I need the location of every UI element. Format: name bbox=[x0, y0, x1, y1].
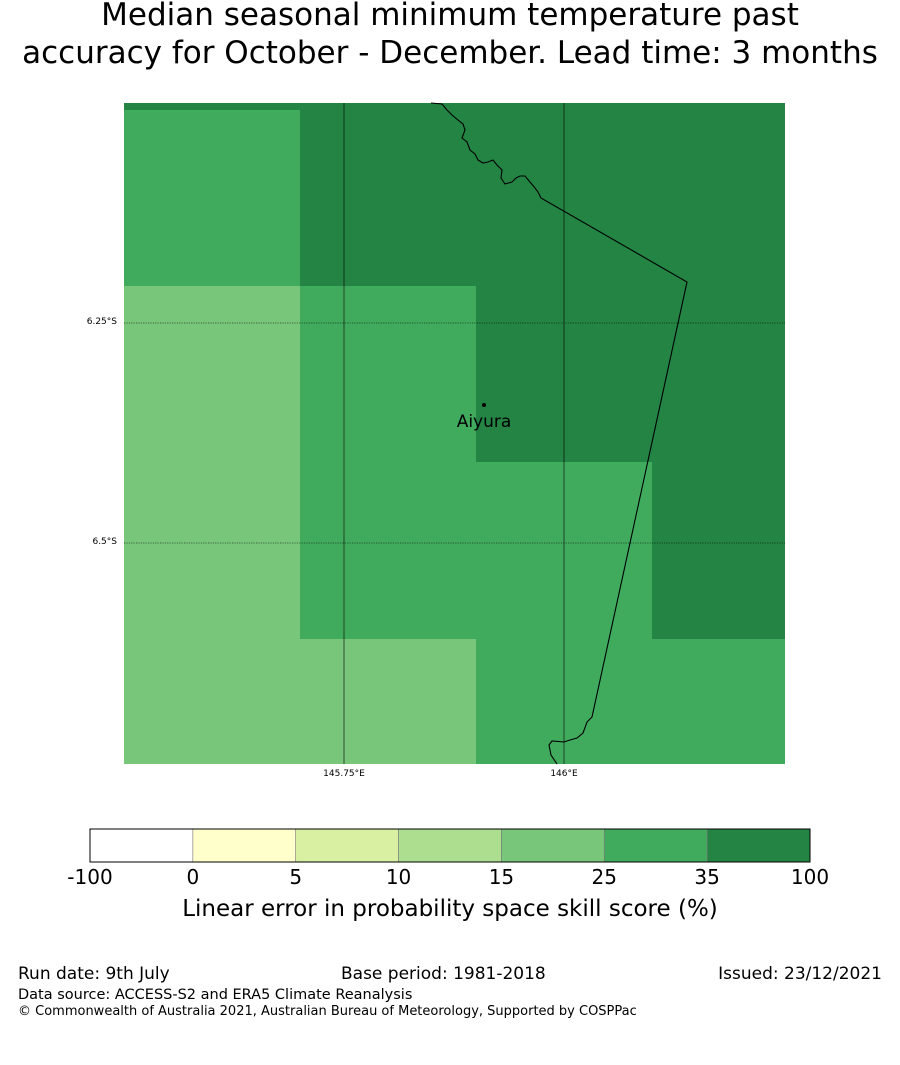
colorbar-bin bbox=[706, 828, 811, 863]
grid-cell-top-strip bbox=[124, 103, 785, 110]
grid-cell bbox=[652, 462, 785, 639]
colorbar bbox=[89, 828, 811, 863]
colorbar-tick-label: 100 bbox=[790, 865, 830, 889]
skill-grid bbox=[124, 103, 785, 764]
grid-cell bbox=[300, 462, 476, 639]
lat-label-6-5: 6.5°S bbox=[92, 537, 117, 547]
graticule bbox=[124, 103, 785, 764]
run-date: Run date: 9th July bbox=[18, 964, 170, 984]
colorbar-tick-label: 5 bbox=[289, 865, 303, 889]
grid-cell bbox=[652, 286, 785, 462]
colorbar-tick-label: 15 bbox=[488, 865, 515, 889]
data-source: Data source: ACCESS-S2 and ERA5 Climate … bbox=[18, 987, 413, 1003]
colorbar-bin bbox=[501, 828, 605, 863]
colorbar-tick-label: 25 bbox=[591, 865, 618, 889]
place-dot bbox=[482, 403, 486, 407]
colorbar-tick-label: 0 bbox=[186, 865, 200, 889]
base-period: Base period: 1981-2018 bbox=[341, 964, 546, 984]
grid-cell bbox=[652, 639, 785, 764]
colorbar-bin bbox=[295, 828, 399, 863]
colorbar-outline bbox=[89, 828, 811, 863]
chart-title-line-2: accuracy for October - December. Lead ti… bbox=[22, 35, 878, 71]
copyright-notice: © Commonwealth of Australia 2021, Austra… bbox=[18, 1004, 637, 1019]
colorbar-tick-label: 10 bbox=[385, 865, 412, 889]
coastline-boundary bbox=[430, 102, 688, 765]
place-label-aiyura: Aiyura bbox=[456, 412, 512, 432]
colorbar-bin bbox=[192, 828, 297, 863]
colorbar-bin bbox=[398, 828, 502, 863]
place-marker-aiyura bbox=[482, 403, 486, 407]
grid-cell bbox=[300, 639, 476, 764]
issued-date: Issued: 23/12/2021 bbox=[718, 964, 882, 984]
grid-cell bbox=[300, 110, 476, 286]
chart-title-line-1: Median seasonal minimum temperature past bbox=[101, 0, 799, 33]
lat-label-6-25: 6.25°S bbox=[86, 317, 117, 327]
grid-cell bbox=[124, 110, 300, 286]
lon-label-145-75: 145.75°E bbox=[323, 769, 365, 779]
colorbar-bin bbox=[89, 828, 194, 863]
colorbar-tick-label: 35 bbox=[694, 865, 720, 889]
colorbar-label: Linear error in probability space skill … bbox=[182, 896, 718, 922]
colorbar-tick-label: -100 bbox=[67, 865, 113, 889]
grid-cell bbox=[300, 286, 476, 462]
grid-cell bbox=[124, 462, 300, 639]
colorbar-bin bbox=[603, 828, 708, 863]
lon-label-146: 146°E bbox=[550, 769, 578, 779]
grid-cell bbox=[652, 110, 785, 286]
grid-cell bbox=[124, 639, 300, 764]
grid-cell bbox=[124, 286, 300, 462]
